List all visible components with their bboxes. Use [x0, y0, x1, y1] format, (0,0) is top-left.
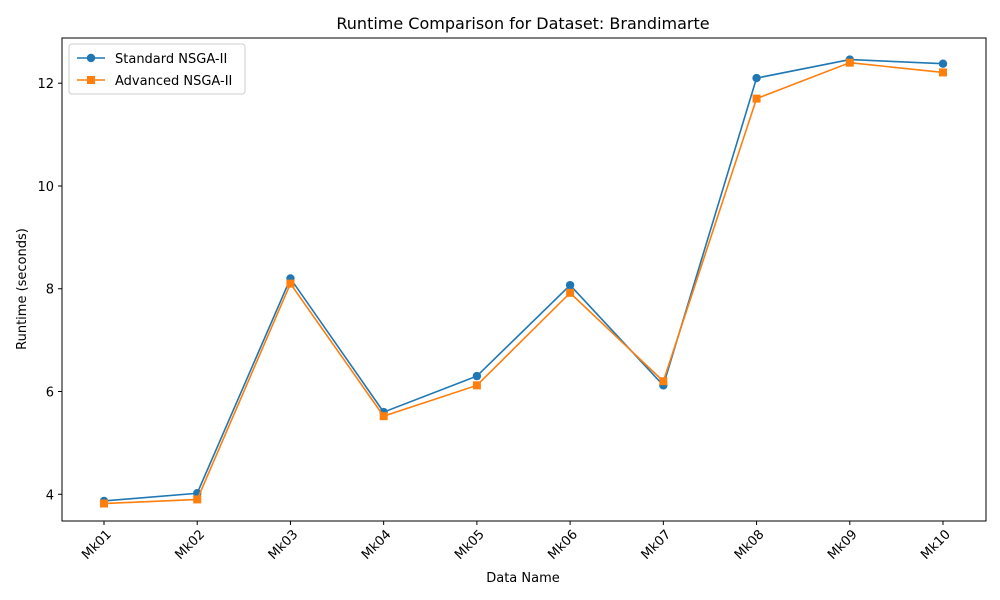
x-axis-label: Data Name — [486, 571, 560, 586]
data-point — [472, 381, 481, 390]
legend-entry: Standard NSGA-II — [77, 52, 227, 67]
data-point — [938, 59, 948, 68]
data-point — [752, 73, 761, 83]
plot-area — [62, 38, 986, 521]
y-axis-ticks: 4 6 8 10 12 — [37, 77, 62, 503]
data-point — [100, 499, 108, 508]
legend-marker — [86, 53, 96, 63]
data-point — [472, 371, 482, 381]
series-line — [103, 58, 944, 502]
plot-frame — [61, 37, 987, 522]
y-tick-label: 8 — [46, 283, 54, 298]
data-point — [565, 280, 575, 290]
y-tick-label: 4 — [46, 488, 54, 503]
legend-entry: Advanced NSGA-II — [77, 74, 232, 89]
legend-box — [68, 43, 246, 95]
data-point — [379, 412, 388, 421]
data-point — [193, 495, 202, 504]
data-point — [845, 58, 854, 67]
legend-label: Advanced NSGA-II — [115, 74, 232, 89]
y-tick-label: 10 — [37, 180, 54, 195]
y-axis-label: Runtime (seconds) — [15, 228, 30, 350]
data-point — [659, 377, 668, 386]
legend-label: Standard NSGA-II — [115, 52, 227, 67]
legend-marker — [87, 76, 95, 84]
series-advanced-nsga-ii — [100, 58, 947, 508]
legend: Standard NSGA-II Advanced NSGA-II — [68, 43, 246, 95]
series-line — [103, 61, 944, 505]
data-point — [286, 279, 295, 288]
series-layer — [99, 55, 948, 508]
y-tick-label: 12 — [37, 77, 54, 92]
data-point — [752, 94, 761, 103]
chart-title: Runtime Comparison for Dataset: Brandima… — [336, 14, 709, 33]
data-point — [939, 68, 947, 77]
y-tick-label: 6 — [46, 386, 54, 401]
data-point — [566, 288, 575, 297]
